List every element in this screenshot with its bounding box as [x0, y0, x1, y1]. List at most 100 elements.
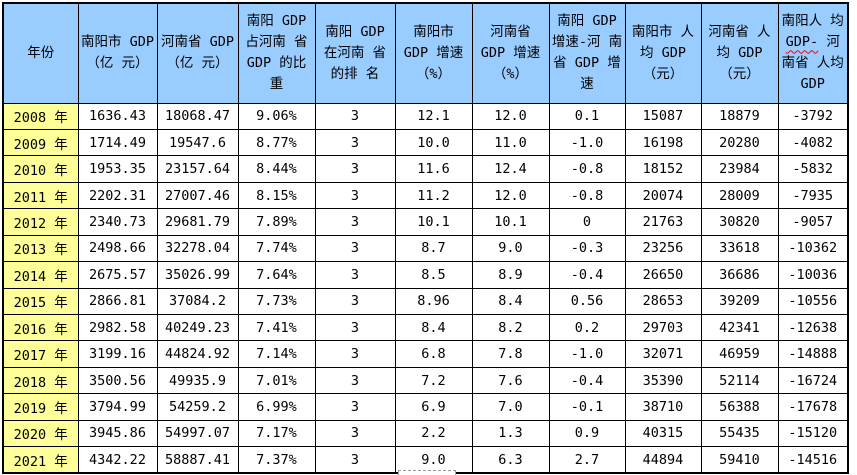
- rank-cell[interactable]: 3: [314, 393, 396, 421]
- growth-diff-cell[interactable]: 0.56: [548, 287, 626, 316]
- header-nanyang-gdp[interactable]: 南阳市 GDP（亿 元）: [77, 2, 158, 104]
- henan-gdp-cell[interactable]: 19547.6: [156, 128, 239, 157]
- growth-diff-cell[interactable]: 0: [548, 208, 626, 236]
- nanyang-gdp-cell[interactable]: 3945.86: [77, 419, 158, 448]
- rank-cell[interactable]: 3: [314, 102, 396, 130]
- growth-diff-cell[interactable]: 0.2: [548, 313, 626, 342]
- rank-cell[interactable]: 3: [314, 181, 396, 210]
- header-nanyang-per-capita-gdp[interactable]: 南阳市 人均 GDP （元）: [624, 2, 702, 104]
- header-year[interactable]: 年份: [2, 2, 79, 104]
- nanyang-gdp-growth-cell[interactable]: 10.0: [394, 128, 473, 157]
- header-growth-diff[interactable]: 南阳 GDP 增速-河 南省 GDP 增速: [548, 2, 626, 104]
- henan-gdp-cell[interactable]: 44824.92: [156, 340, 239, 368]
- henan-per-capita-gdp-cell[interactable]: 33618: [700, 234, 779, 263]
- growth-diff-cell[interactable]: -0.8: [548, 155, 626, 183]
- henan-gdp-cell[interactable]: 27007.46: [156, 181, 239, 210]
- henan-gdp-growth-cell[interactable]: 7.8: [471, 340, 550, 368]
- header-nanyang-gdp-growth[interactable]: 南阳市 GDP 增速 （%）: [394, 2, 473, 104]
- henan-gdp-cell[interactable]: 40249.23: [156, 313, 239, 342]
- gdp-share-cell[interactable]: 8.15%: [237, 181, 316, 210]
- gdp-share-cell[interactable]: 7.74%: [237, 234, 316, 263]
- header-henan-gdp[interactable]: 河南省 GDP（亿 元）: [156, 2, 239, 104]
- nanyang-per-capita-gdp-cell[interactable]: 35390: [624, 366, 702, 395]
- nanyang-gdp-cell[interactable]: 2982.58: [77, 313, 158, 342]
- growth-diff-cell[interactable]: -1.0: [548, 128, 626, 157]
- per-capita-diff-cell[interactable]: -12638: [777, 313, 849, 342]
- rank-cell[interactable]: 3: [314, 208, 396, 236]
- year-cell[interactable]: 2013 年: [2, 234, 79, 263]
- henan-gdp-growth-cell[interactable]: 7.6: [471, 366, 550, 395]
- growth-diff-cell[interactable]: -0.8: [548, 181, 626, 210]
- henan-gdp-cell[interactable]: 23157.64: [156, 155, 239, 183]
- nanyang-per-capita-gdp-cell[interactable]: 23256: [624, 234, 702, 263]
- year-cell[interactable]: 2009 年: [2, 128, 79, 157]
- nanyang-per-capita-gdp-cell[interactable]: 18152: [624, 155, 702, 183]
- nanyang-per-capita-gdp-cell[interactable]: 28653: [624, 287, 702, 316]
- per-capita-diff-cell[interactable]: -10556: [777, 287, 849, 316]
- nanyang-gdp-growth-cell[interactable]: 6.8: [394, 340, 473, 368]
- year-cell[interactable]: 2008 年: [2, 102, 79, 130]
- nanyang-gdp-growth-cell[interactable]: 7.2: [394, 366, 473, 395]
- gdp-share-cell[interactable]: 8.44%: [237, 155, 316, 183]
- year-cell[interactable]: 2011 年: [2, 181, 79, 210]
- growth-diff-cell[interactable]: 2.7: [548, 446, 626, 474]
- rank-cell[interactable]: 3: [314, 446, 396, 474]
- henan-gdp-cell[interactable]: 37084.2: [156, 287, 239, 316]
- gdp-share-cell[interactable]: 7.64%: [237, 261, 316, 289]
- per-capita-diff-cell[interactable]: -4082: [777, 128, 849, 157]
- henan-per-capita-gdp-cell[interactable]: 36686: [700, 261, 779, 289]
- henan-per-capita-gdp-cell[interactable]: 18879: [700, 102, 779, 130]
- nanyang-gdp-cell[interactable]: 2866.81: [77, 287, 158, 316]
- henan-gdp-cell[interactable]: 54997.07: [156, 419, 239, 448]
- header-rank[interactable]: 南阳 GDP 在河南 省的排 名: [314, 2, 396, 104]
- per-capita-diff-cell[interactable]: -5832: [777, 155, 849, 183]
- year-cell[interactable]: 2010 年: [2, 155, 79, 183]
- henan-per-capita-gdp-cell[interactable]: 52114: [700, 366, 779, 395]
- nanyang-per-capita-gdp-cell[interactable]: 38710: [624, 393, 702, 421]
- rank-cell[interactable]: 3: [314, 366, 396, 395]
- nanyang-gdp-growth-cell[interactable]: 2.2: [394, 419, 473, 448]
- henan-gdp-growth-cell[interactable]: 7.0: [471, 393, 550, 421]
- nanyang-gdp-cell[interactable]: 3794.99: [77, 393, 158, 421]
- gdp-share-cell[interactable]: 7.14%: [237, 340, 316, 368]
- per-capita-diff-cell[interactable]: -10362: [777, 234, 849, 263]
- nanyang-gdp-growth-cell[interactable]: 8.4: [394, 313, 473, 342]
- henan-gdp-growth-cell[interactable]: 9.0: [471, 234, 550, 263]
- henan-gdp-growth-cell[interactable]: 8.9: [471, 261, 550, 289]
- year-cell[interactable]: 2017 年: [2, 340, 79, 368]
- gdp-share-cell[interactable]: 9.06%: [237, 102, 316, 130]
- henan-gdp-growth-cell[interactable]: 10.1: [471, 208, 550, 236]
- rank-cell[interactable]: 3: [314, 261, 396, 289]
- growth-diff-cell[interactable]: 0.9: [548, 419, 626, 448]
- nanyang-gdp-growth-cell[interactable]: 9.0: [394, 446, 473, 474]
- growth-diff-cell[interactable]: -0.4: [548, 261, 626, 289]
- nanyang-gdp-cell[interactable]: 4342.22: [77, 446, 158, 474]
- rank-cell[interactable]: 3: [314, 155, 396, 183]
- henan-per-capita-gdp-cell[interactable]: 28009: [700, 181, 779, 210]
- nanyang-gdp-growth-cell[interactable]: 12.1: [394, 102, 473, 130]
- year-cell[interactable]: 2021 年: [2, 446, 79, 474]
- nanyang-per-capita-gdp-cell[interactable]: 29703: [624, 313, 702, 342]
- year-cell[interactable]: 2018 年: [2, 366, 79, 395]
- gdp-share-cell[interactable]: 7.17%: [237, 419, 316, 448]
- header-henan-per-capita-gdp[interactable]: 河南省 人均 GDP （元）: [700, 2, 779, 104]
- per-capita-diff-cell[interactable]: -15120: [777, 419, 849, 448]
- henan-per-capita-gdp-cell[interactable]: 46959: [700, 340, 779, 368]
- henan-gdp-growth-cell[interactable]: 12.0: [471, 102, 550, 130]
- per-capita-diff-cell[interactable]: -17678: [777, 393, 849, 421]
- rank-cell[interactable]: 3: [314, 419, 396, 448]
- year-cell[interactable]: 2015 年: [2, 287, 79, 316]
- henan-per-capita-gdp-cell[interactable]: 30820: [700, 208, 779, 236]
- henan-gdp-cell[interactable]: 58887.41: [156, 446, 239, 474]
- rank-cell[interactable]: 3: [314, 287, 396, 316]
- nanyang-gdp-cell[interactable]: 2202.31: [77, 181, 158, 210]
- header-per-capita-diff[interactable]: 南阳人 均 GDP- 河南省 人均 GDP: [777, 2, 849, 104]
- henan-per-capita-gdp-cell[interactable]: 23984: [700, 155, 779, 183]
- nanyang-per-capita-gdp-cell[interactable]: 15087: [624, 102, 702, 130]
- nanyang-per-capita-gdp-cell[interactable]: 32071: [624, 340, 702, 368]
- henan-gdp-growth-cell[interactable]: 6.3: [471, 446, 550, 474]
- nanyang-gdp-growth-cell[interactable]: 8.7: [394, 234, 473, 263]
- per-capita-diff-cell[interactable]: -10036: [777, 261, 849, 289]
- nanyang-per-capita-gdp-cell[interactable]: 26650: [624, 261, 702, 289]
- henan-gdp-cell[interactable]: 32278.04: [156, 234, 239, 263]
